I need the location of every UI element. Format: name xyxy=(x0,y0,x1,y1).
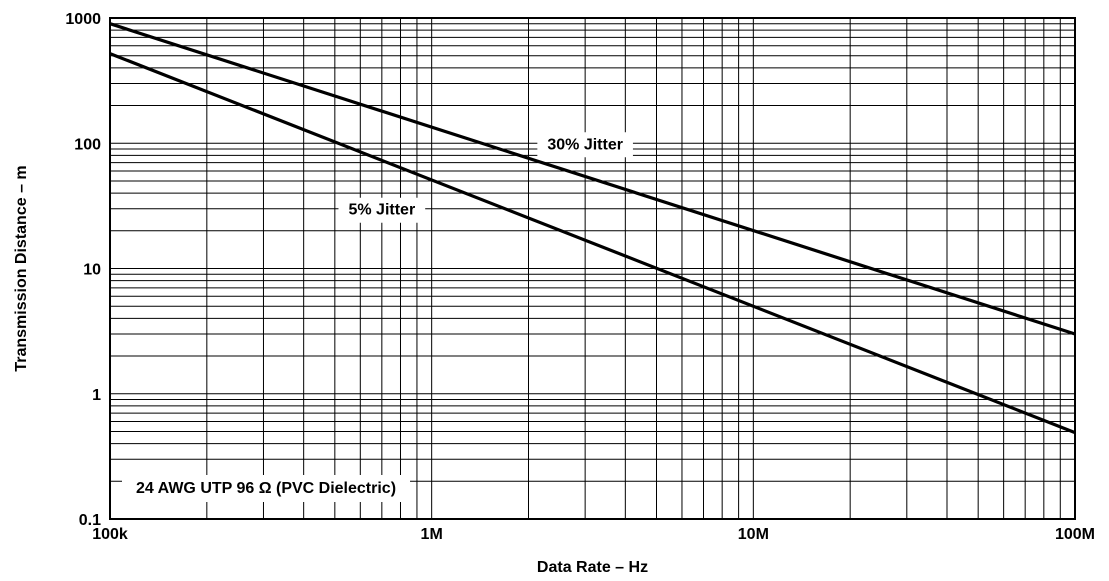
series-line-30-jitter xyxy=(109,22,1076,336)
x-tick-label: 10M xyxy=(738,526,769,543)
x-tick-label: 100k xyxy=(92,526,128,543)
y-tick-label: 10 xyxy=(83,262,101,279)
series-lines xyxy=(109,22,1076,435)
x-tick-label: 100M xyxy=(1055,526,1095,543)
series-line-5-jitter xyxy=(109,52,1076,435)
series-label-background xyxy=(338,197,426,223)
series-labels: 30% Jitter 5% Jitter 24 AWG UTP 96 Ω (PVC … xyxy=(122,132,633,502)
series-label: 30% Jitter xyxy=(547,136,623,153)
y-tick-labels: 0.1 1 10 100 1000 xyxy=(65,11,101,529)
y-tick-label: 0.1 xyxy=(79,512,101,529)
y-tick-label: 1000 xyxy=(65,11,101,28)
series-label-background xyxy=(537,132,633,158)
y-axis-title: Transmission Distance – m xyxy=(13,165,30,371)
x-tick-labels: 100k 1M 10M 100M xyxy=(92,526,1095,543)
cable-annotation: 24 AWG UTP 96 Ω (PVC Dielectric) xyxy=(136,480,396,497)
plot-frame xyxy=(109,17,1076,520)
series-label: 5% Jitter xyxy=(348,202,415,219)
x-axis-title: Data Rate – Hz xyxy=(537,559,648,576)
y-tick-label: 1 xyxy=(92,387,101,404)
y-tick-label: 100 xyxy=(74,136,101,153)
x-tick-label: 1M xyxy=(421,526,443,543)
annotation-background xyxy=(122,475,411,502)
